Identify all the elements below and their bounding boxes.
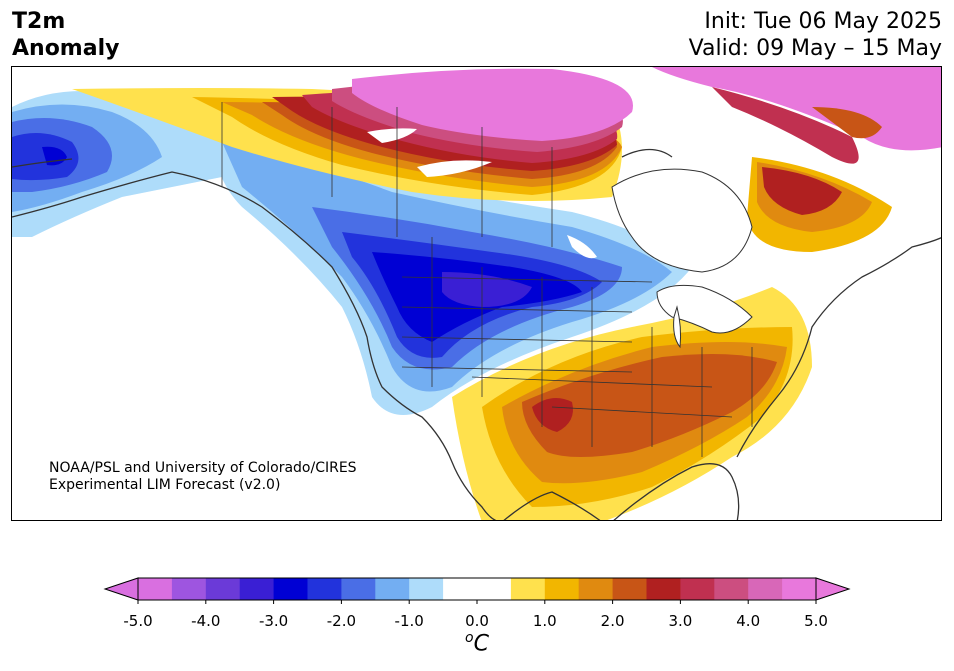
title-line-2: Anomaly xyxy=(12,36,120,61)
colorbar-swatch xyxy=(307,578,342,600)
valid-date-label: Valid: 09 May – 15 May xyxy=(688,36,942,61)
colorbar-swatch xyxy=(782,578,817,600)
colorbar-swatch xyxy=(138,578,173,600)
colorbar-swatch xyxy=(171,578,207,600)
political-borders xyxy=(221,102,753,457)
ice-patch xyxy=(567,235,597,259)
colorbar-swatch xyxy=(375,578,410,600)
colorbar-swatch xyxy=(646,578,681,600)
credit-line-1: NOAA/PSL and University of Colorado/CIRE… xyxy=(49,460,357,476)
unit-main: C xyxy=(473,631,489,657)
ice-patch xyxy=(367,128,417,143)
colorbar-swatch xyxy=(443,578,478,600)
forecast-dates: Init: Tue 06 May 2025 Valid: 09 May – 15… xyxy=(689,8,942,62)
colorbar-under-arrow xyxy=(103,577,139,601)
map-title: T2m Anomaly xyxy=(12,8,119,62)
credit-note: NOAA/PSL and University of Colorado/CIRE… xyxy=(49,460,357,494)
colorbar-swatch xyxy=(409,578,444,600)
warm-anomaly-northeast xyxy=(652,67,941,252)
anomaly-map xyxy=(12,67,941,520)
warm-anomaly-southeast xyxy=(452,287,812,520)
colorbar-swatch xyxy=(680,578,715,600)
unit-superscript: o xyxy=(465,630,474,646)
colorbar-swatch xyxy=(205,578,241,600)
coastlines xyxy=(12,148,941,520)
ice-patch xyxy=(417,160,492,177)
map-panel: NOAA/PSL and University of Colorado/CIRE… xyxy=(11,66,942,521)
colorbar-swatch xyxy=(510,578,546,600)
hudson-bay xyxy=(611,168,753,273)
colorbar-swatch xyxy=(341,578,376,600)
great-lakes xyxy=(656,284,753,349)
colorbar-unit: oC xyxy=(465,630,489,656)
colorbar-swatch xyxy=(239,578,275,600)
cold-anomaly-west xyxy=(12,91,230,237)
colorbar-swatch xyxy=(273,578,308,600)
init-date-label: Init: Tue 06 May 2025 xyxy=(704,9,942,34)
colorbar-swatch xyxy=(477,578,512,600)
warm-anomaly-arctic xyxy=(72,68,633,201)
cold-anomaly-central xyxy=(212,127,692,415)
colorbar-swatch xyxy=(612,578,647,600)
credit-line-2: Experimental LIM Forecast (v2.0) xyxy=(49,477,281,493)
colorbar-swatch xyxy=(714,578,749,600)
colorbar-swatch xyxy=(578,578,614,600)
colorbar-swatch xyxy=(544,578,580,600)
title-line-1: T2m xyxy=(12,9,66,34)
colorbar-over-arrow xyxy=(815,577,851,601)
colorbar-swatch xyxy=(748,578,783,600)
